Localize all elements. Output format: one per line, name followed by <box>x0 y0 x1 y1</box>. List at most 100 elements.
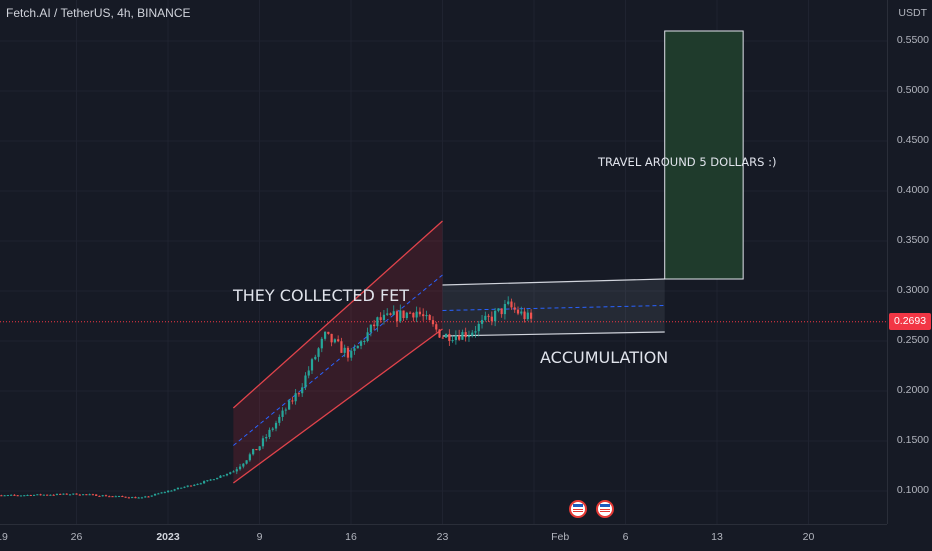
candle-body <box>507 301 510 305</box>
candle-body <box>121 496 124 498</box>
candle-body <box>180 487 183 489</box>
candle-body <box>422 314 425 317</box>
economic-event-icon[interactable] <box>569 500 587 518</box>
candle-body <box>379 317 382 321</box>
target-box[interactable] <box>664 30 744 280</box>
candle-body <box>206 480 209 482</box>
candle-body <box>111 496 114 498</box>
price-axis-unit: USDT <box>898 7 927 19</box>
candle-body <box>392 311 395 315</box>
candle-body <box>337 339 340 342</box>
price-tick-label: 0.4500 <box>896 134 929 146</box>
annotation-collected[interactable]: THEY COLLECTED FET <box>233 286 410 305</box>
candle-body <box>271 428 274 430</box>
candle-body <box>520 311 523 314</box>
time-tick-label: 16 <box>345 531 357 543</box>
price-axis[interactable]: USDT 0.5500 0.5000 0.4500 0.4000 0.3500 0.300… <box>887 0 932 524</box>
candle-body <box>366 332 369 342</box>
candle-body <box>490 316 493 322</box>
chart-canvas[interactable] <box>0 0 887 524</box>
candle-body <box>245 460 248 464</box>
candle-body <box>327 331 330 334</box>
candle-body <box>353 348 356 351</box>
time-tick-label: Feb <box>551 531 570 543</box>
candle-body <box>291 400 294 402</box>
candle-body <box>330 333 333 343</box>
candle-body <box>435 324 438 330</box>
candle-body <box>160 492 163 494</box>
candle-body <box>242 463 245 467</box>
candle-body <box>474 331 477 333</box>
candle-body <box>104 495 108 497</box>
candle-body <box>399 310 402 322</box>
candle-body <box>513 307 516 310</box>
candle-body <box>232 471 235 473</box>
chart-plot-area[interactable]: Fetch.AI / TetherUS, 4h, BINANCE THEY CO… <box>0 0 887 524</box>
candle-body <box>471 332 474 336</box>
candle-body <box>484 315 487 320</box>
candle-body <box>150 495 153 497</box>
candle-body <box>480 319 484 324</box>
candle-body <box>382 314 386 321</box>
candle-body <box>448 333 451 341</box>
candle-body <box>294 393 297 402</box>
candle-body <box>189 485 193 487</box>
time-tick-label: 9 <box>256 531 263 543</box>
candle-body <box>95 494 98 496</box>
channel-lower-line[interactable] <box>232 328 443 484</box>
candle-body <box>72 493 75 495</box>
candle-body <box>516 309 520 314</box>
candle-body <box>274 422 278 429</box>
price-tick-label: 0.3000 <box>896 284 929 296</box>
candle-body <box>503 304 507 315</box>
candle-body <box>114 496 117 498</box>
candle-body <box>101 495 104 497</box>
candle-body <box>36 494 39 496</box>
economic-event-icon[interactable] <box>596 500 614 518</box>
channel-midline[interactable] <box>233 274 443 446</box>
candle-body <box>304 375 307 388</box>
candle-body <box>451 340 454 342</box>
candle-body <box>163 492 166 494</box>
ascending-channel-fill[interactable] <box>233 221 443 483</box>
time-tick-label: 6 <box>622 531 629 543</box>
candle-body <box>461 332 464 340</box>
candle-body <box>68 494 72 496</box>
candle-body <box>98 495 101 497</box>
candle-body <box>523 311 526 320</box>
annotation-accumulation[interactable]: ACCUMULATION <box>540 348 669 367</box>
candle-body <box>425 315 428 317</box>
candle-body <box>438 329 441 338</box>
candle-body <box>526 312 529 320</box>
time-tick-label: 23 <box>436 531 449 543</box>
candle-body <box>222 475 225 477</box>
channel-upper-line[interactable] <box>232 220 443 409</box>
time-axis[interactable]: 19 26 2023 9 16 23 Feb 6 13 20 <box>0 524 887 551</box>
candle-body <box>288 400 291 410</box>
candle-body <box>418 311 422 315</box>
price-tick-label: 0.4000 <box>896 184 929 196</box>
price-tick-label: 0.1000 <box>896 484 929 496</box>
range-upper-line[interactable] <box>442 278 665 286</box>
candle-body <box>261 438 265 447</box>
candle-body <box>310 359 314 371</box>
candle-body <box>454 335 457 341</box>
candle-body <box>494 310 497 322</box>
candle-body <box>500 308 503 315</box>
time-tick-label: 2023 <box>156 531 180 543</box>
candle-body <box>6 495 9 497</box>
candle-body <box>268 429 271 438</box>
candle-body <box>199 483 202 485</box>
candle-body <box>255 448 258 451</box>
candle-body <box>124 496 127 498</box>
range-midline[interactable] <box>442 305 665 311</box>
range-lower-line[interactable] <box>442 331 665 337</box>
candle-body <box>91 494 95 496</box>
annotation-target[interactable]: TRAVEL AROUND 5 DOLLARS :) <box>598 155 777 169</box>
candle-body <box>140 497 144 499</box>
symbol-title[interactable]: Fetch.AI / TetherUS, 4h, BINANCE <box>6 6 191 20</box>
candle-body <box>209 479 212 481</box>
candle-body <box>497 308 500 311</box>
candle-body <box>225 473 229 476</box>
candle-body <box>3 495 6 497</box>
